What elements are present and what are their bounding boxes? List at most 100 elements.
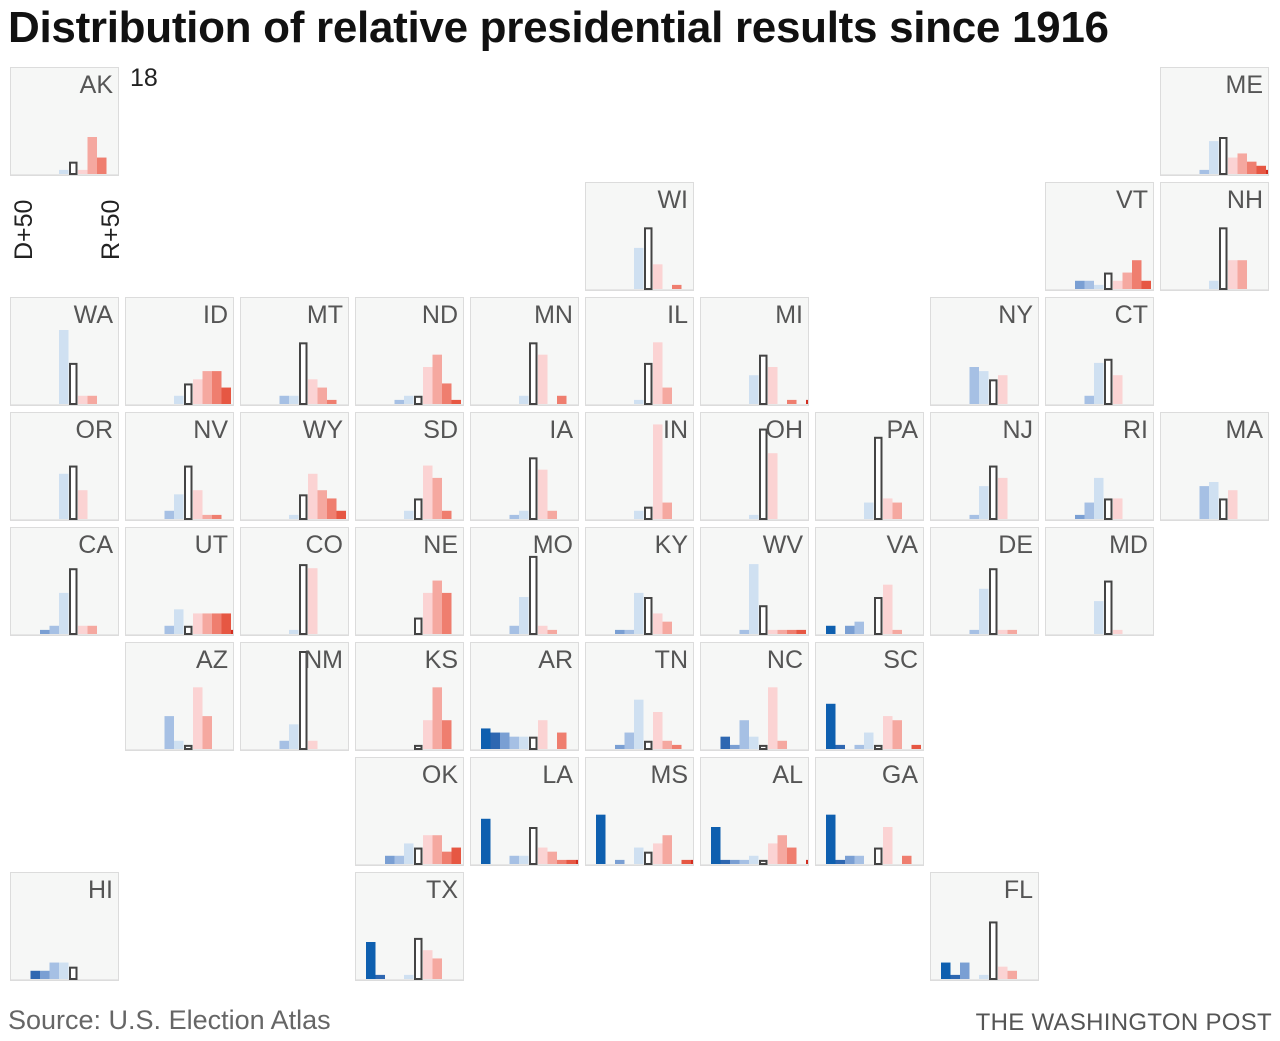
bar-ne-even	[414, 617, 423, 635]
bar-nd-dplus10	[404, 395, 414, 404]
bar-az-even	[184, 744, 193, 750]
bar-me-rplus20	[1237, 153, 1247, 174]
state-label: KY	[654, 531, 688, 559]
bar-tn-dplus10	[634, 699, 644, 749]
bar-md-rplus10	[1113, 629, 1123, 634]
bar-al-dplus40	[720, 859, 730, 864]
bar-va-rplus10	[883, 584, 893, 634]
state-tile-ri: RI	[1045, 412, 1154, 521]
state-label: NV	[193, 416, 228, 444]
histogram-wy	[241, 473, 348, 520]
bar-ok-dplus10	[404, 843, 414, 864]
state-label: AR	[538, 646, 573, 674]
bar-va-dplus50	[826, 625, 836, 634]
bar-tn-dplus20	[624, 732, 634, 749]
bar-vt-rplus10	[1113, 280, 1123, 289]
bar-fl-dplus30	[960, 962, 970, 979]
bar-id-rplus10	[193, 379, 203, 404]
bar-fl-dplus50	[941, 962, 951, 979]
histogram-ar	[471, 720, 578, 750]
histogram-ne	[356, 580, 463, 635]
state-tile-co: CO	[240, 527, 349, 636]
bar-ca-dplus20	[49, 625, 59, 634]
bar-me-even	[1219, 137, 1228, 175]
bar-wa-even	[69, 362, 78, 405]
bar-oh-dplus10	[749, 514, 759, 519]
bar-mi-rplus10	[768, 367, 778, 404]
state-tile-ct: CT	[1045, 297, 1154, 406]
bar-il-rplus20	[662, 387, 672, 404]
bar-nj-rplus10	[998, 477, 1008, 519]
histogram-ak	[11, 137, 118, 175]
state-label: OH	[765, 416, 804, 444]
state-tile-de: DE	[930, 527, 1039, 636]
state-tile-me: ME	[1160, 67, 1269, 176]
bar-wi-rplus30	[672, 284, 682, 289]
state-label: NE	[423, 531, 458, 559]
bar-wv-dplus10	[749, 564, 759, 634]
bar-va-dplus30	[845, 625, 855, 634]
bar-wv-rplus30	[787, 629, 797, 634]
bar-ms-rplus20	[662, 835, 672, 864]
state-tile-mn: MN	[470, 297, 579, 406]
bar-az-dplus20	[164, 716, 174, 749]
histogram-mn	[471, 342, 578, 405]
bar-ar-dplus10	[519, 736, 529, 749]
bar-me-dplus20	[1199, 169, 1209, 174]
bar-de-dplus20	[969, 629, 979, 634]
state-label: CA	[78, 531, 113, 559]
state-tile-va: VA	[815, 527, 924, 636]
state-label: WA	[73, 301, 113, 329]
bar-vt-rplus30	[1132, 260, 1142, 289]
bar-tx-dplus10	[404, 974, 414, 979]
bar-wv-dplus20	[739, 629, 749, 634]
bar-ri-even	[1104, 498, 1113, 520]
bar-hi-dplus20	[49, 962, 59, 979]
bar-oh-even	[759, 428, 768, 520]
state-tile-wy: WY	[240, 412, 349, 521]
bar-mt-rplus20	[317, 387, 327, 404]
state-tile-in: IN	[585, 412, 694, 521]
bar-mn-dplus10	[519, 395, 529, 404]
state-label: WY	[302, 416, 343, 444]
bar-ny-rplus10	[998, 375, 1008, 404]
bar-ok-dplus30	[385, 855, 395, 864]
state-label: MD	[1109, 531, 1148, 559]
source-note: Source: U.S. Election Atlas	[8, 1005, 331, 1035]
bar-hi-dplus10	[59, 962, 69, 979]
histogram-ms	[586, 814, 693, 865]
state-tile-az: AZ	[125, 642, 234, 751]
bar-la-even	[529, 827, 538, 865]
bar-nv-rplus30	[212, 514, 222, 519]
histogram-wa	[11, 330, 118, 405]
bar-vt-dplus10	[1094, 284, 1104, 289]
bar-vt-even	[1104, 272, 1113, 290]
bar-or-dplus10	[59, 473, 69, 519]
bar-il-even	[644, 362, 653, 405]
state-label: NH	[1226, 186, 1263, 214]
histogram-la	[471, 818, 578, 865]
state-tile-nv: NV	[125, 412, 234, 521]
histogram-mt	[241, 342, 348, 405]
histogram-fl	[931, 921, 1038, 980]
histogram-de	[931, 568, 1038, 635]
bar-tn-even	[644, 740, 653, 750]
bar-sc-rplus20	[892, 720, 902, 749]
histogram-md	[1046, 580, 1153, 635]
bar-sd-rplus30	[442, 510, 452, 519]
histogram-ut	[126, 609, 233, 635]
bar-mo-even	[529, 555, 538, 635]
bar-wv-rplus20	[777, 629, 787, 634]
bar-ma-even	[1219, 498, 1228, 520]
bar-ut-rplus10	[193, 613, 203, 634]
histogram-ks	[356, 687, 463, 750]
bar-ms-rplus10	[653, 843, 663, 864]
state-label: MO	[532, 531, 573, 559]
state-tile-ar: AR	[470, 642, 579, 751]
state-label: CO	[305, 531, 344, 559]
bar-sc-dplus40	[835, 744, 845, 749]
bar-nd-dplus20	[394, 399, 404, 404]
bar-ut-rplus20	[202, 613, 212, 634]
histogram-ny	[931, 367, 1038, 405]
bar-wi-even	[644, 227, 653, 290]
